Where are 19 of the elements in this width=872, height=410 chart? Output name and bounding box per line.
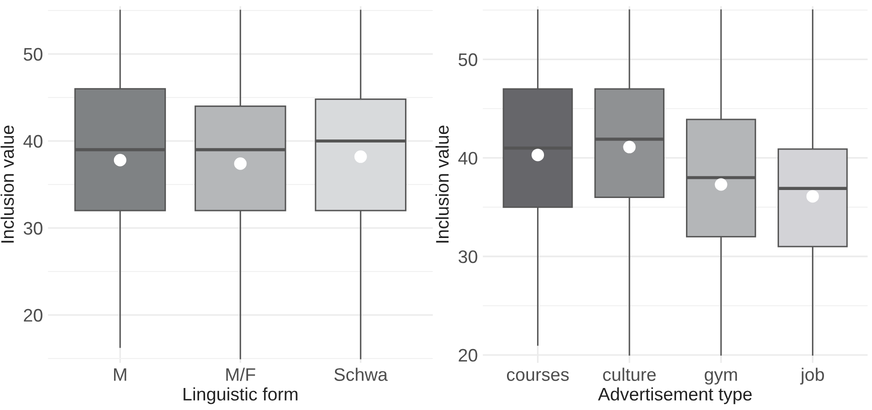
y-tick-label: 50 <box>24 48 42 61</box>
x-axis-title: Linguistic form <box>184 387 298 404</box>
y-tick-label: 40 <box>458 152 478 165</box>
y-tick-label: 20 <box>24 308 42 322</box>
y-tick-label: 30 <box>24 222 42 235</box>
y-tick-label: 30 <box>458 250 478 264</box>
x-tick-label: culture <box>603 368 656 381</box>
x-tick-label: Schwa <box>334 368 388 381</box>
x-tick-label: courses <box>506 371 569 381</box>
x-tick-label: gym <box>704 371 737 385</box>
x-tick-label: M/F <box>226 368 256 381</box>
x-tick-label: M <box>114 368 126 381</box>
x-tick-label: job <box>800 368 824 385</box>
y-tick-label: 50 <box>458 53 478 66</box>
y-axis-title: Inclusion value <box>0 126 14 243</box>
y-tick-label: 40 <box>23 134 42 148</box>
y-axis-title: Inclusion value <box>435 126 449 243</box>
y-tick-label: 20 <box>458 348 478 362</box>
x-axis-title: Advertisement type <box>598 387 752 404</box>
